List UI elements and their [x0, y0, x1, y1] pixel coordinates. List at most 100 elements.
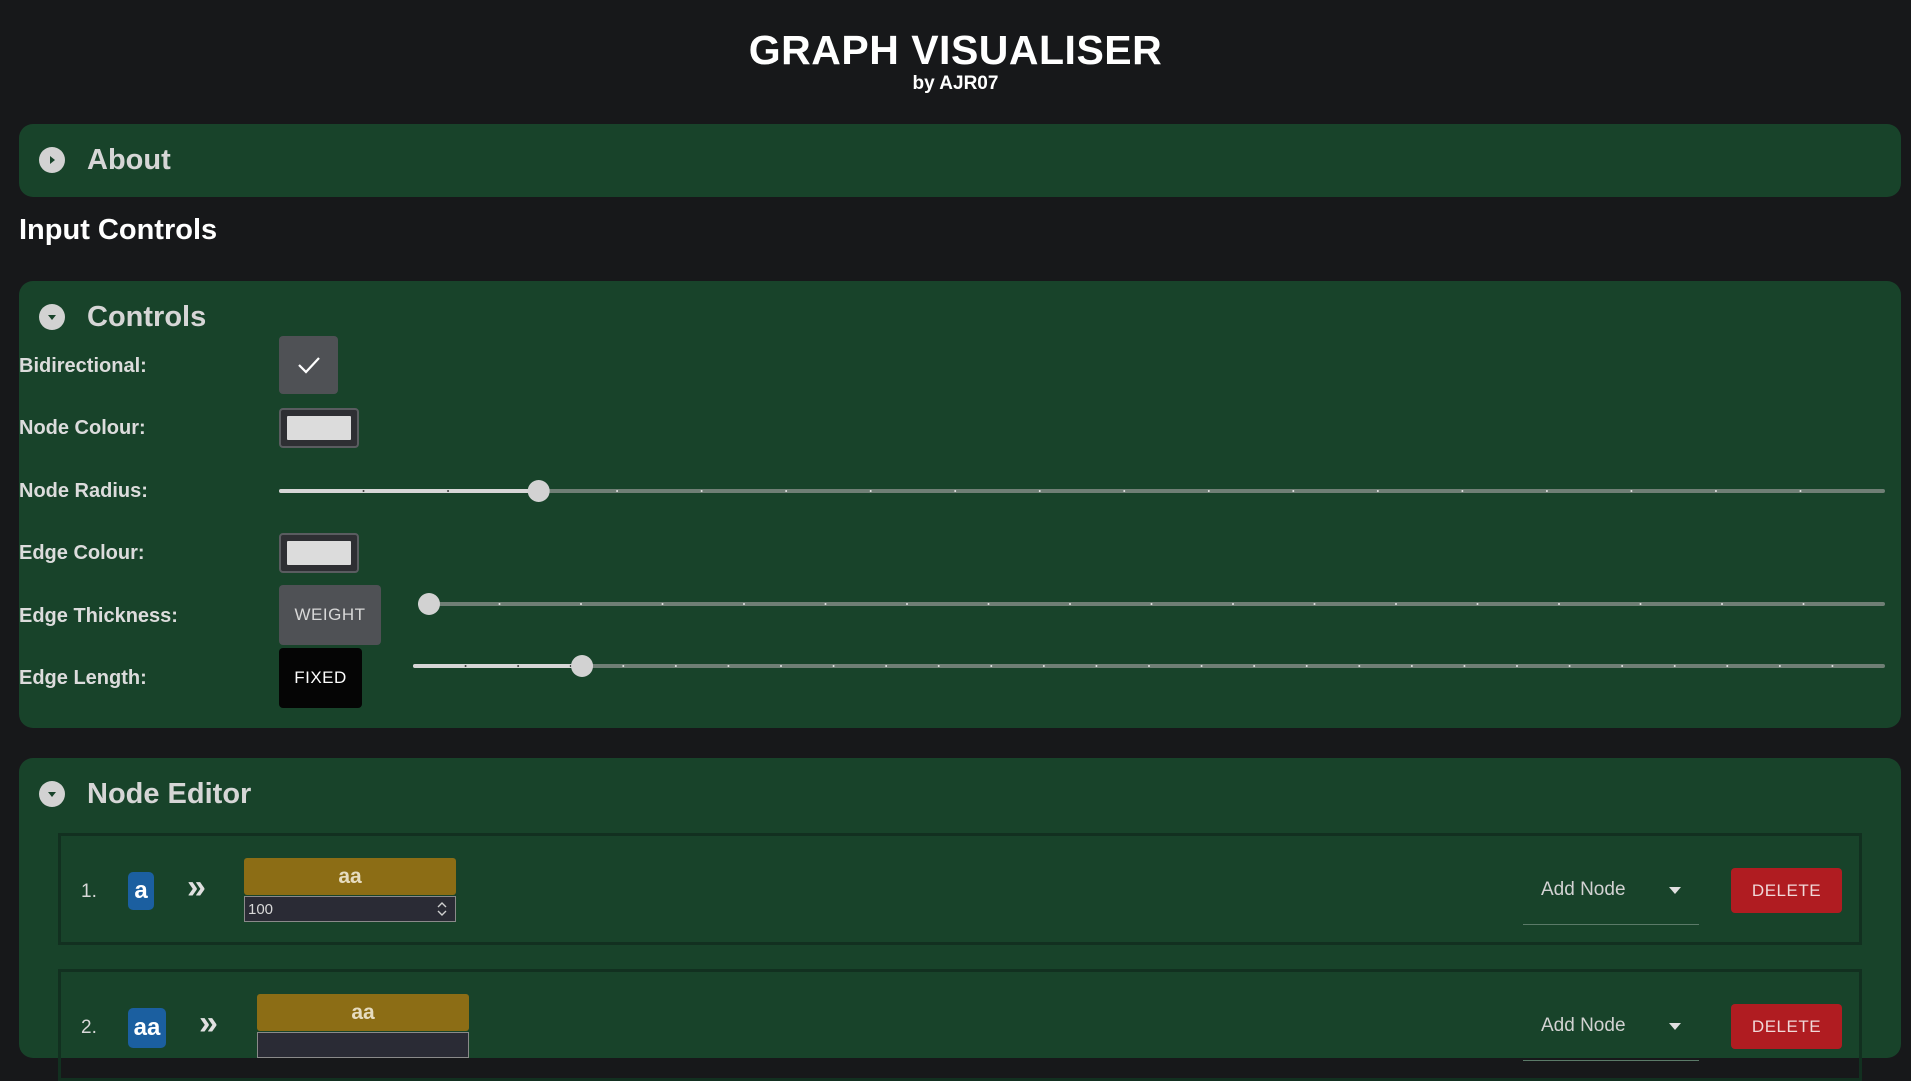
slider-tick	[498, 603, 501, 605]
spinner-icon[interactable]	[437, 900, 447, 918]
controls-title: Controls	[87, 300, 207, 333]
slider-tick	[990, 665, 993, 667]
slider-tick	[1042, 665, 1045, 667]
node-editor-toggle[interactable]: Node Editor	[19, 758, 1901, 830]
node-editor-title: Node Editor	[87, 777, 252, 810]
slider-tick	[1714, 490, 1717, 492]
slider-tick	[1410, 665, 1413, 667]
edge-thickness-row: Edge Thickness:	[19, 604, 259, 628]
slider-tick	[1150, 603, 1153, 605]
app-subtitle: by AJR07	[912, 73, 999, 94]
slider-tick	[616, 490, 619, 492]
slider-tick	[780, 665, 782, 667]
slider-tick	[1038, 490, 1041, 492]
add-node-select[interactable]: Add Node	[1523, 992, 1699, 1061]
delete-button[interactable]: DELETE	[1731, 1004, 1842, 1049]
edge-weight-input[interactable]	[257, 1032, 469, 1058]
slider-tick	[1568, 665, 1571, 667]
node-chip[interactable]: aa	[128, 1008, 166, 1048]
slider-thumb	[571, 655, 594, 677]
slider-tick	[1558, 603, 1560, 605]
slider-tick	[1516, 665, 1518, 667]
slider-tick	[1358, 665, 1361, 667]
controls-toggle[interactable]: Controls	[19, 281, 1901, 353]
edge-colour-row: Edge Colour:	[19, 541, 259, 565]
delete-button[interactable]: DELETE	[1731, 868, 1842, 913]
app-title: GRAPH VISUALISER	[748, 27, 1163, 73]
edge-length-label: Edge Length:	[19, 666, 147, 689]
node-row: 1. a » aa 100 Add Node DELETE	[58, 833, 1862, 945]
slider-tick	[1802, 603, 1805, 605]
node-colour-swatch	[287, 416, 351, 440]
input-controls-heading: Input Controls	[19, 214, 218, 246]
chevron-down-icon	[39, 304, 65, 330]
slider-tick	[1463, 665, 1466, 667]
slider-tick	[1232, 603, 1234, 605]
slider-tick	[1778, 665, 1781, 667]
slider-tick	[1799, 490, 1802, 492]
slider-tick	[1639, 603, 1642, 605]
slider-tick	[1207, 490, 1210, 492]
bidirectional-row: Bidirectional:	[19, 354, 259, 378]
row-index: 2.	[81, 1017, 97, 1038]
chevron-down-icon	[39, 781, 65, 807]
add-node-placeholder: Add Node	[1541, 1015, 1626, 1036]
node-chip[interactable]: a	[128, 872, 154, 910]
edge-thickness-slider[interactable]	[418, 592, 1885, 616]
edge-target-chip[interactable]: aa	[244, 858, 456, 895]
slider-tick	[464, 665, 467, 667]
slider-tick	[832, 665, 835, 667]
slider-tick	[869, 490, 872, 492]
edge-colour-label: Edge Colour:	[19, 541, 145, 564]
slider-tick	[954, 490, 957, 492]
slider-tick	[700, 490, 703, 492]
fixed-toggle-button[interactable]: FIXED	[279, 648, 362, 708]
double-chevron-right-icon: »	[199, 1004, 218, 1042]
slider-tick	[1395, 603, 1397, 605]
slider-tick	[1621, 665, 1624, 667]
slider-tick	[1831, 665, 1834, 667]
slider-tick	[1069, 603, 1071, 605]
slider-tick	[1721, 603, 1723, 605]
slider-tick	[1095, 665, 1098, 667]
slider-graphic	[418, 593, 1885, 615]
slider-track	[413, 664, 583, 668]
slider-tick	[1461, 490, 1464, 492]
slider-track	[279, 489, 539, 493]
about-toggle[interactable]: About	[19, 124, 1901, 196]
slider-tick	[1305, 665, 1308, 667]
node-colour-label: Node Colour:	[19, 416, 146, 439]
slider-tick	[1200, 665, 1203, 667]
edge-colour-swatch	[287, 541, 351, 565]
slider-tick	[1545, 490, 1548, 492]
edge-target-chip[interactable]: aa	[257, 994, 469, 1031]
edge-weight-input[interactable]: 100	[244, 896, 456, 922]
slider-tick	[661, 603, 664, 605]
node-radius-label: Node Radius:	[19, 479, 148, 502]
slider-tick	[517, 665, 520, 667]
bidirectional-checkbox[interactable]	[279, 336, 338, 394]
node-row: 2. aa » aa Add Node DELETE	[58, 969, 1862, 1081]
slider-tick	[580, 603, 582, 605]
edge-colour-picker[interactable]	[279, 533, 359, 573]
node-radius-row: Node Radius:	[19, 479, 259, 503]
about-title: About	[87, 143, 171, 176]
edge-length-slider[interactable]	[413, 654, 1885, 678]
node-radius-slider[interactable]	[279, 479, 1885, 503]
edge-length-row: Edge Length:	[19, 666, 259, 690]
slider-tick	[937, 665, 940, 667]
slider-tick	[1148, 665, 1150, 667]
add-node-select[interactable]: Add Node	[1523, 856, 1699, 925]
checkmark-icon	[297, 357, 320, 374]
add-node-placeholder: Add Node	[1541, 879, 1626, 900]
row-index: 1.	[81, 881, 97, 902]
slider-tick	[1123, 490, 1126, 492]
weight-toggle-button[interactable]: WEIGHT	[279, 585, 381, 645]
edge-weight-value: 100	[248, 900, 274, 918]
slider-tick	[727, 665, 730, 667]
about-panel: About	[19, 124, 1901, 197]
slider-tick	[885, 665, 888, 667]
slider-tick	[1292, 490, 1295, 492]
slider-tick	[362, 490, 365, 492]
node-colour-picker[interactable]	[279, 408, 359, 448]
